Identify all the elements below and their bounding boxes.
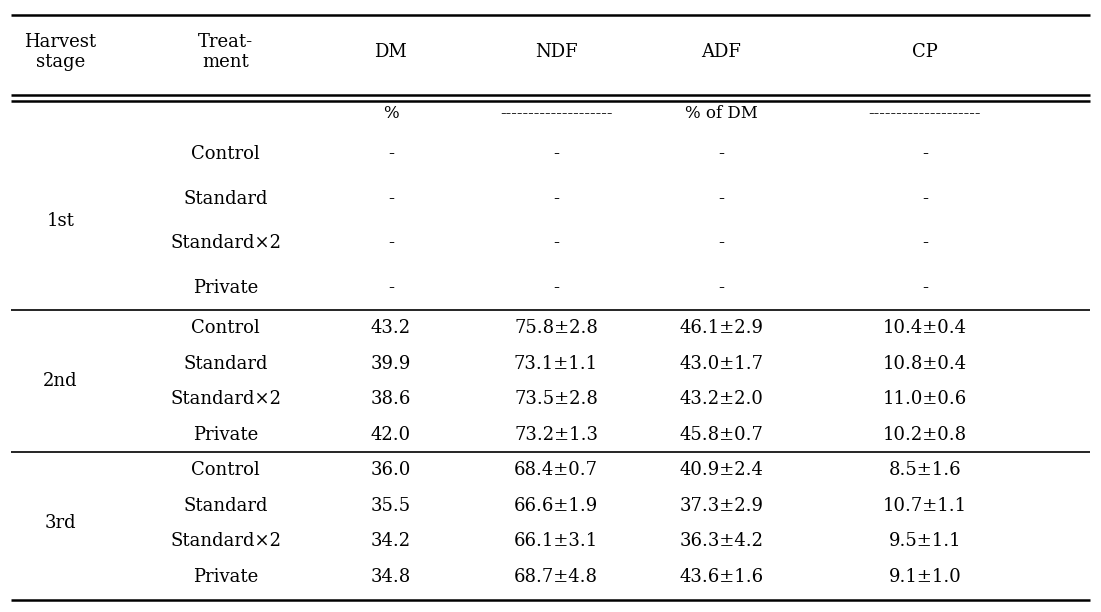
Text: %: %	[383, 105, 399, 122]
Text: -: -	[388, 190, 394, 207]
Text: -: -	[553, 279, 559, 297]
Text: 66.6±1.9: 66.6±1.9	[514, 496, 598, 515]
Text: -: -	[718, 145, 724, 163]
Text: -: -	[922, 145, 928, 163]
Text: 43.6±1.6: 43.6±1.6	[679, 567, 763, 586]
Text: Control: Control	[192, 319, 260, 337]
Text: 2nd: 2nd	[43, 372, 78, 390]
Text: 10.2±0.8: 10.2±0.8	[883, 425, 967, 444]
Text: Standard×2: Standard×2	[171, 390, 281, 408]
Text: Standard: Standard	[184, 354, 268, 373]
Text: -: -	[922, 234, 928, 252]
Text: Control: Control	[192, 145, 260, 163]
Text: -: -	[553, 234, 559, 252]
Text: Standard×2: Standard×2	[171, 532, 281, 550]
Text: 3rd: 3rd	[45, 514, 76, 532]
Text: DM: DM	[374, 43, 407, 61]
Text: Standard: Standard	[184, 190, 268, 207]
Text: 11.0±0.6: 11.0±0.6	[883, 390, 967, 408]
Text: -: -	[553, 190, 559, 207]
Text: Standard×2: Standard×2	[171, 234, 281, 252]
Text: Control: Control	[192, 461, 260, 479]
Text: 10.7±1.1: 10.7±1.1	[883, 496, 967, 515]
Text: Private: Private	[193, 567, 259, 586]
Text: 10.8±0.4: 10.8±0.4	[883, 354, 967, 373]
Text: 10.4±0.4: 10.4±0.4	[883, 319, 967, 337]
Text: -: -	[718, 279, 724, 297]
Text: 43.2: 43.2	[371, 319, 411, 337]
Text: -: -	[553, 145, 559, 163]
Text: 1st: 1st	[46, 212, 75, 230]
Text: 73.1±1.1: 73.1±1.1	[514, 354, 598, 373]
Text: 39.9: 39.9	[371, 354, 411, 373]
Text: -: -	[388, 145, 394, 163]
Text: CP: CP	[912, 43, 938, 61]
Text: Private: Private	[193, 279, 259, 297]
Text: 46.1±2.9: 46.1±2.9	[679, 319, 763, 337]
Text: 35.5: 35.5	[371, 496, 411, 515]
Text: 73.5±2.8: 73.5±2.8	[514, 390, 598, 408]
Text: ADF: ADF	[701, 43, 741, 61]
Text: 66.1±3.1: 66.1±3.1	[514, 532, 598, 550]
Text: -: -	[922, 279, 928, 297]
Text: 36.0: 36.0	[371, 461, 411, 479]
Text: 9.1±1.0: 9.1±1.0	[889, 567, 961, 586]
Text: -: -	[388, 279, 394, 297]
Text: Private: Private	[193, 425, 259, 444]
Text: 9.5±1.1: 9.5±1.1	[889, 532, 961, 550]
Text: -: -	[388, 234, 394, 252]
Text: -: -	[718, 190, 724, 207]
Text: NDF: NDF	[535, 43, 577, 61]
Text: --------------------: --------------------	[869, 105, 981, 122]
Text: 38.6: 38.6	[371, 390, 411, 408]
Text: 8.5±1.6: 8.5±1.6	[889, 461, 961, 479]
Text: 36.3±4.2: 36.3±4.2	[679, 532, 763, 550]
Text: 37.3±2.9: 37.3±2.9	[679, 496, 763, 515]
Text: 34.2: 34.2	[371, 532, 411, 550]
Text: --------------------: --------------------	[500, 105, 612, 122]
Text: 73.2±1.3: 73.2±1.3	[514, 425, 598, 444]
Text: 42.0: 42.0	[371, 425, 411, 444]
Text: 43.0±1.7: 43.0±1.7	[679, 354, 763, 373]
Text: 68.7±4.8: 68.7±4.8	[514, 567, 598, 586]
Text: Standard: Standard	[184, 496, 268, 515]
Text: 75.8±2.8: 75.8±2.8	[514, 319, 598, 337]
Text: 45.8±0.7: 45.8±0.7	[679, 425, 763, 444]
Text: -: -	[922, 190, 928, 207]
Text: Harvest
stage: Harvest stage	[24, 32, 97, 72]
Text: -: -	[718, 234, 724, 252]
Text: 34.8: 34.8	[371, 567, 411, 586]
Text: 43.2±2.0: 43.2±2.0	[679, 390, 763, 408]
Text: 40.9±2.4: 40.9±2.4	[679, 461, 763, 479]
Text: 68.4±0.7: 68.4±0.7	[514, 461, 598, 479]
Text: Treat-
ment: Treat- ment	[198, 32, 253, 72]
Text: % of DM: % of DM	[685, 105, 757, 122]
